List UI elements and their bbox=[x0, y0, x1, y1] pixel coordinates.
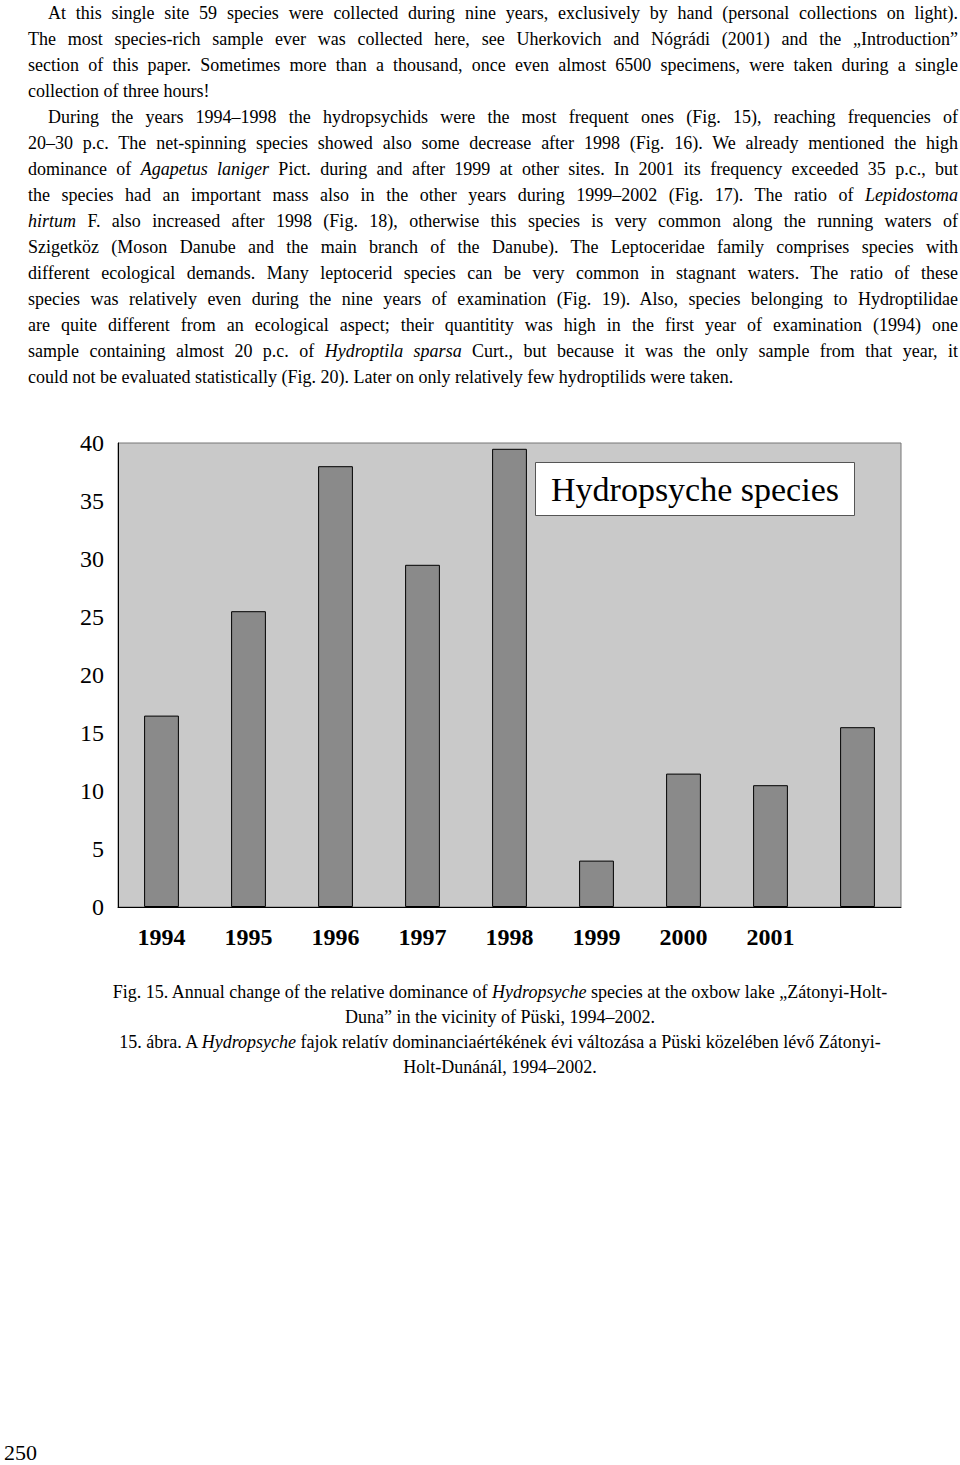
svg-text:1995: 1995 bbox=[225, 924, 273, 950]
html-text:During the years 1994–1998 the: During the years 1994–1998 the hydropsyc… bbox=[48, 107, 958, 127]
svg-text:1999: 1999 bbox=[573, 924, 621, 950]
html-text:250: 250 bbox=[4, 1440, 37, 1465]
html-text:15. ábra. A Hydropsyche fajok: 15. ábra. A Hydropsyche fajok relatív do… bbox=[119, 1032, 881, 1052]
html-text:Holt-Dunánál, 1994–2002.: Holt-Dunánál, 1994–2002. bbox=[403, 1057, 597, 1077]
html-text:section of this paper. Sometim: section of this paper. Sometimes more th… bbox=[28, 55, 958, 75]
html-text:Fig. 15. Annual change of the: Fig. 15. Annual change of the relative d… bbox=[112, 982, 888, 1002]
svg-text:2001: 2001 bbox=[747, 924, 795, 950]
svg-text:1998: 1998 bbox=[486, 924, 534, 950]
html-text:could not be evaluated statist: could not be evaluated statistically (Fi… bbox=[28, 367, 734, 387]
svg-text:10: 10 bbox=[80, 778, 104, 804]
html-text:different ecological demands.: different ecological demands. Many lepto… bbox=[28, 263, 958, 283]
html-text:The most species-rich sample e: The most species-rich sample ever was co… bbox=[28, 29, 958, 49]
svg-text:1997: 1997 bbox=[399, 924, 447, 950]
svg-text:1994: 1994 bbox=[138, 924, 186, 950]
html-text:At this single site 59 species: At this single site 59 species were coll… bbox=[48, 3, 958, 23]
svg-text:5: 5 bbox=[92, 836, 104, 862]
svg-text:0: 0 bbox=[92, 894, 104, 920]
svg-text:2000: 2000 bbox=[660, 924, 708, 950]
html-text:Duna” in the vicinity of Püski: Duna” in the vicinity of Püski, 1994–200… bbox=[345, 1007, 655, 1027]
html-text:species was relatively even du: species was relatively even during the n… bbox=[28, 289, 958, 309]
svg-text:35: 35 bbox=[80, 488, 104, 514]
html-text:are quite different from an ec: are quite different from an ecological a… bbox=[28, 315, 958, 335]
html-text:dominance of Agapetus laniger: dominance of Agapetus laniger Pict. duri… bbox=[28, 159, 958, 179]
html-text:hirtum F. also increased after: hirtum F. also increased after 1998 (Fig… bbox=[28, 211, 958, 231]
svg-text:Hydropsyche species: Hydropsyche species bbox=[551, 471, 839, 508]
svg-text:40: 40 bbox=[80, 430, 104, 456]
html-text:20–30 p.c. The net-spinning sp: 20–30 p.c. The net-spinning species show… bbox=[28, 133, 958, 153]
svg-text:15: 15 bbox=[80, 720, 104, 746]
svg-text:25: 25 bbox=[80, 604, 104, 630]
svg-text:30: 30 bbox=[80, 546, 104, 572]
html-text:the species had an important m: the species had an important mass also i… bbox=[28, 185, 958, 205]
html-text:Szigetköz (Moson Danube and th: Szigetköz (Moson Danube and the main bra… bbox=[28, 237, 958, 257]
html-text:sample containing almost 20 p.: sample containing almost 20 p.c. of Hydr… bbox=[28, 341, 958, 361]
svg-text:20: 20 bbox=[80, 662, 104, 688]
svg-text:1996: 1996 bbox=[312, 924, 360, 950]
html-text:collection of three hours!: collection of three hours! bbox=[28, 81, 210, 101]
